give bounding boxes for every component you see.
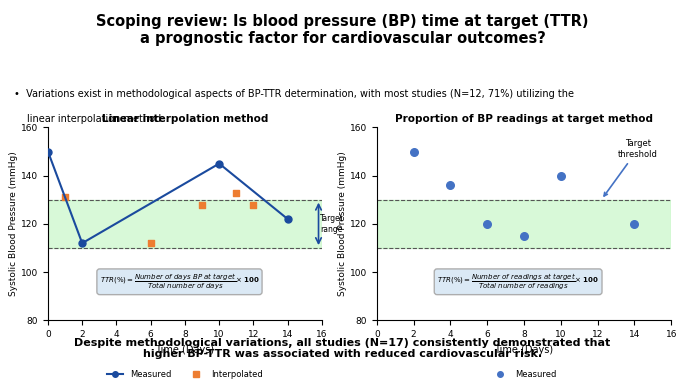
Text: Target
threshold: Target threshold (604, 139, 658, 196)
Measured (556, 173, 566, 179)
Text: $\mathit{TTR}(\%) = \dfrac{\mathit{Number\ of\ readings\ at\ target}}{\mathit{To: $\mathit{TTR}(\%) = \dfrac{\mathit{Numbe… (437, 272, 599, 292)
Interpolated (145, 240, 156, 246)
Text: $\mathit{TTR}(\%) = \dfrac{\mathit{Number\ of\ days\ BP\ at\ target}}{\mathit{To: $\mathit{TTR}(\%) = \dfrac{\mathit{Numbe… (99, 272, 260, 292)
Measured (408, 148, 419, 154)
Text: linear interpolation method.: linear interpolation method. (27, 113, 164, 124)
Measured (78, 241, 86, 245)
Text: Target
range: Target range (321, 214, 344, 234)
Legend: Measured, Interpolated: Measured, Interpolated (103, 367, 266, 383)
Measured (482, 221, 493, 227)
Line: Measured: Measured (45, 148, 291, 247)
Measured (519, 233, 530, 239)
Title: Proportion of BP readings at target method: Proportion of BP readings at target meth… (395, 114, 653, 124)
Title: Linear interpolation method: Linear interpolation method (102, 114, 268, 124)
Text: Despite methodological variations, all studies (N=17) consistently demonstrated : Despite methodological variations, all s… (75, 338, 610, 359)
Interpolated (197, 201, 208, 208)
X-axis label: Time (Days): Time (Days) (155, 345, 214, 355)
Y-axis label: Systolic Blood Pressure (mmHg): Systolic Blood Pressure (mmHg) (9, 151, 18, 296)
Interpolated (60, 194, 71, 200)
Measured (445, 182, 456, 188)
Bar (48, 200, 322, 248)
Measured (44, 149, 52, 154)
Interpolated (248, 201, 259, 208)
Interpolated (231, 190, 242, 196)
X-axis label: Time (Days): Time (Days) (495, 345, 553, 355)
Measured (284, 217, 292, 222)
Legend: Measured: Measured (488, 367, 560, 383)
Text: Scoping review: Is blood pressure (BP) time at target (TTR)
a prognostic factor : Scoping review: Is blood pressure (BP) t… (97, 14, 588, 46)
Text: •  Variations exist in methodological aspects of BP-TTR determination, with most: • Variations exist in methodological asp… (14, 88, 574, 98)
Y-axis label: Systolic Blood Pressure (mmHg): Systolic Blood Pressure (mmHg) (338, 151, 347, 296)
Bar (377, 200, 671, 248)
Measured (215, 161, 223, 166)
Measured (629, 221, 640, 227)
